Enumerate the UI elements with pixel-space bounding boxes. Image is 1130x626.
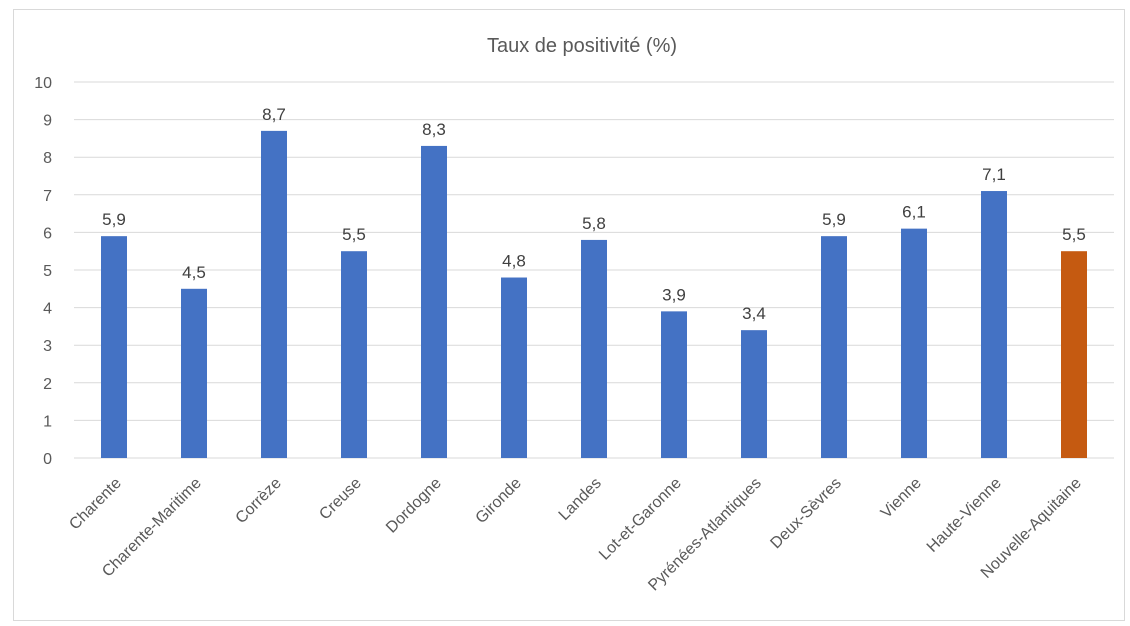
y-tick-label: 6	[43, 225, 52, 242]
y-tick-label: 2	[43, 376, 52, 393]
data-label: 4,5	[182, 263, 206, 282]
x-category-label: Gironde	[473, 475, 525, 527]
bar	[581, 239, 607, 458]
bar	[821, 236, 847, 458]
bar	[101, 236, 127, 458]
bar-chart: Taux de positivité (%) 0 1 2 3 4 5 6 7 8 9 10 5,9 4…	[34, 35, 1114, 595]
data-labels: 5,9 4,5 8,7 5,5 8,3 4,8 5,8 3,9 3,4 5,9 6,1 7,1 5,5	[102, 105, 1086, 323]
data-label: 4,8	[502, 252, 526, 271]
y-tick-label: 9	[43, 113, 52, 130]
bar	[661, 311, 687, 458]
chart-frame: Taux de positivité (%) 0 1 2 3 4 5 6 7 8 9 10 5,9 4…	[13, 9, 1125, 621]
x-category-label: Vienne	[878, 475, 925, 522]
bar	[261, 130, 287, 458]
x-category-label: Haute-Vienne	[924, 475, 1005, 556]
y-tick-label: 4	[43, 301, 52, 318]
y-tick-label: 0	[43, 451, 52, 468]
x-category-label: Landes	[556, 475, 605, 524]
data-label: 7,1	[982, 165, 1006, 184]
y-tick-label: 5	[43, 263, 52, 280]
y-tick-label: 10	[34, 75, 52, 92]
bar	[981, 191, 1007, 459]
x-category-label: Dordogne	[383, 475, 445, 537]
y-tick-label: 7	[43, 188, 52, 205]
data-label: 5,5	[342, 225, 366, 244]
chart-title: Taux de positivité (%)	[487, 35, 677, 57]
data-label: 6,1	[902, 203, 926, 222]
bar	[181, 288, 207, 458]
data-label: 5,8	[582, 214, 606, 233]
bar	[741, 330, 767, 458]
bars	[101, 130, 1087, 459]
bar	[901, 228, 927, 458]
y-tick-label: 3	[43, 338, 52, 355]
bar	[421, 145, 447, 459]
x-category-label: Lot-et-Garonne	[596, 475, 685, 564]
x-category-label: Charente	[66, 475, 125, 534]
data-label: 3,9	[662, 285, 686, 304]
data-label: 5,9	[822, 210, 846, 229]
x-category-label: Creuse	[316, 475, 365, 524]
bar	[501, 277, 527, 458]
y-axis-ticks: 0 1 2 3 4 5 6 7 8 9 10	[34, 75, 52, 468]
bar	[1061, 251, 1087, 458]
y-tick-label: 8	[43, 150, 52, 167]
y-tick-label: 1	[43, 413, 52, 430]
data-label: 5,9	[102, 210, 126, 229]
data-label: 5,5	[1062, 225, 1086, 244]
x-category-label: Corrèze	[233, 475, 285, 527]
data-label: 8,3	[422, 120, 446, 139]
bar	[341, 251, 367, 458]
data-label: 3,4	[742, 304, 766, 323]
data-label: 8,7	[262, 105, 286, 124]
x-category-label: Deux-Sèvres	[767, 475, 844, 552]
